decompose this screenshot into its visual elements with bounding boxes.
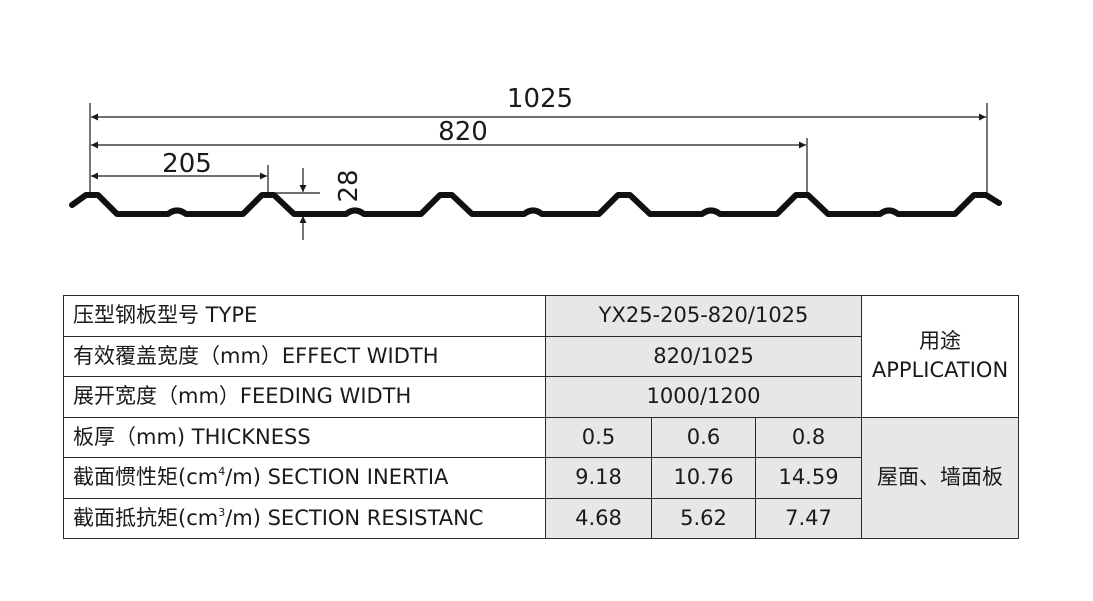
dimension-label-height: 28 [334,169,364,202]
label-part: /m) SECTION INERTIA [225,465,449,490]
effect-width-value: 820/1025 [544,335,863,377]
row-label-feeding-width: 展开宽度（mm）FEEDING WIDTH [63,376,546,418]
inertia-value: 10.76 [651,457,756,499]
table-row: 截面抵抗矩(cm3/m) SECTION RESISTANC 4.68 5.62… [63,497,1019,539]
table-row: 截面惯性矩(cm4/m) SECTION INERTIA 9.18 10.76 … [63,457,1019,499]
resistance-value: 5.62 [651,497,756,539]
thickness-value: 0.6 [651,416,756,458]
table-row: 板厚（mm) THICKNESS 0.5 0.6 0.8 屋面、墙面板 [63,416,1020,539]
resistance-value: 7.47 [754,497,863,539]
superscript: 4 [218,465,226,479]
spec-table: 压型钢板型号 TYPE YX25-205-820/1025 用途 APPLICA… [63,295,1020,539]
row-label-section-resistance: 截面抵抗矩(cm3/m) SECTION RESISTANC [63,497,546,539]
type-value: YX25-205-820/1025 [544,295,863,337]
application-header: 用途 APPLICATION [861,295,1020,418]
table-row: 压型钢板型号 TYPE YX25-205-820/1025 用途 APPLICA… [63,295,1020,418]
resistance-value: 4.68 [545,497,652,539]
label-part: 截面抵抗矩(cm [73,505,219,530]
profile-diagram: 1025 820 205 28 [69,84,1002,240]
row-label-type: 压型钢板型号 TYPE [63,295,546,337]
row-label-section-inertia: 截面惯性矩(cm4/m) SECTION INERTIA [63,457,546,499]
inertia-value: 9.18 [545,457,652,499]
label-part: /m) SECTION RESISTANC [225,505,484,530]
application-value: 屋面、墙面板 [861,416,1020,539]
sheet-profile [69,192,1002,217]
thickness-value: 0.8 [754,416,863,458]
application-label-cn: 用途 [919,329,962,354]
inertia-value: 14.59 [754,457,863,499]
table-row: 有效覆盖宽度（mm）EFFECT WIDTH 820/1025 [63,335,1019,377]
dimension-label-total: 1025 [507,84,573,114]
dimension-label-effective: 820 [438,117,488,147]
extension-lines [89,103,988,216]
row-label-effect-width: 有效覆盖宽度（mm）EFFECT WIDTH [63,335,546,377]
table-row: 展开宽度（mm）FEEDING WIDTH 1000/1200 [63,376,1019,418]
superscript: 3 [218,505,226,519]
row-label-thickness: 板厚（mm) THICKNESS [63,416,546,458]
application-label-en: APPLICATION [871,358,1009,383]
thickness-value: 0.5 [545,416,652,458]
dimension-label-pitch: 205 [162,149,212,179]
label-part: 截面惯性矩(cm [73,465,219,490]
feeding-width-value: 1000/1200 [544,376,863,418]
